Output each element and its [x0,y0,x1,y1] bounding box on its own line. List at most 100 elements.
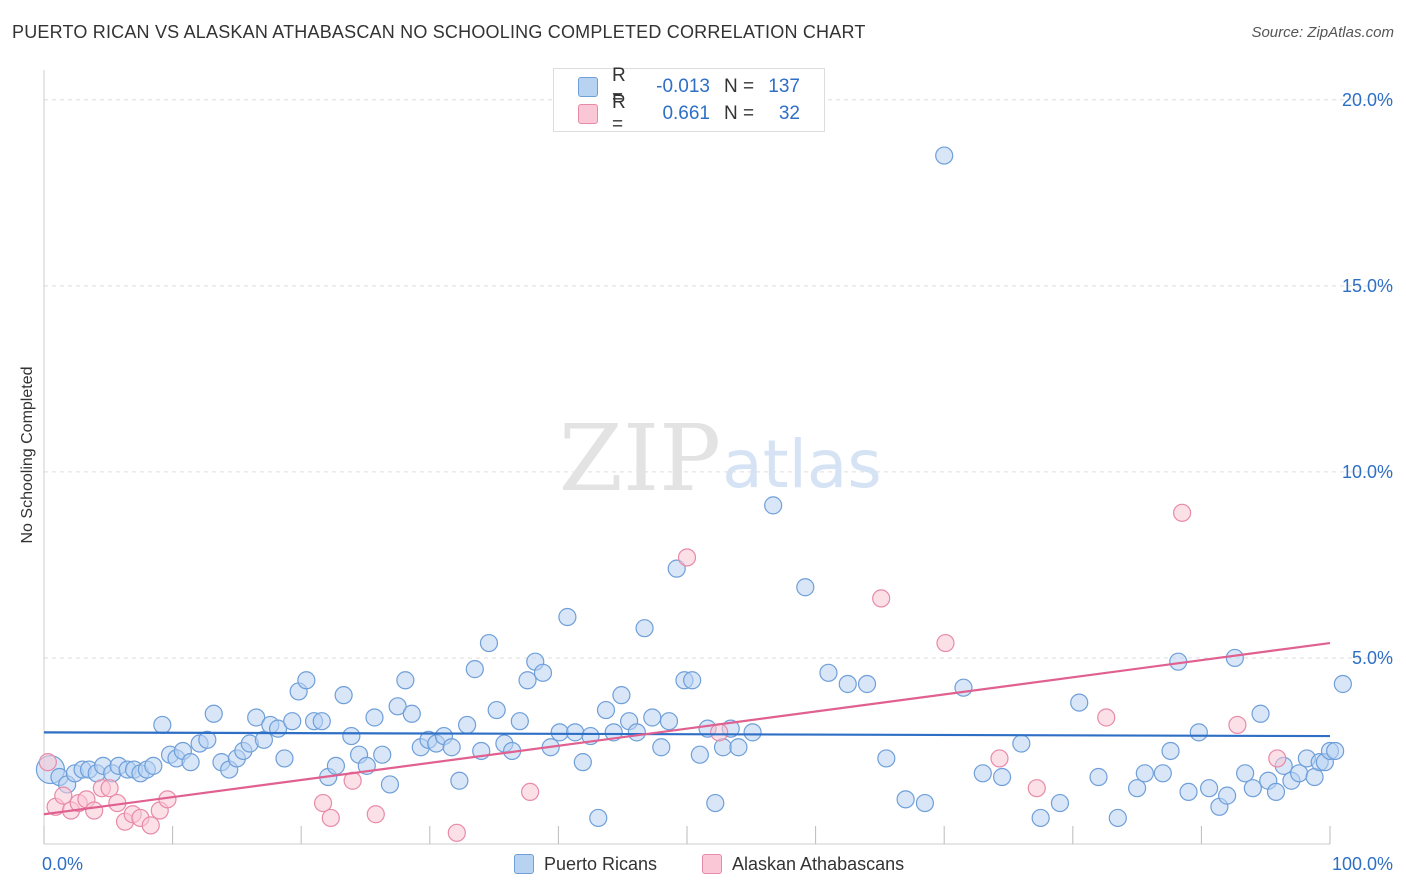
puerto-rican-point [1236,764,1255,783]
puerto-rican-point [819,663,838,682]
axes [43,70,1331,845]
puerto-rican-point [1161,741,1180,761]
puerto-rican-point [1225,648,1244,668]
y-tick-label: 10.0% [1342,462,1393,482]
puerto-rican-point [627,723,646,742]
puerto-rican-point [326,756,346,775]
puerto-rican-point [566,723,585,742]
pink-swatch-icon [578,104,598,124]
puerto-rican-point [573,753,592,772]
alaskan-athabascan-point [1268,749,1287,768]
puerto-rican-point [612,686,631,705]
puerto-rican-point [1070,693,1089,712]
alaskan-athabascan-point [54,786,73,805]
puerto-rican-point [877,749,896,768]
alaskan-athabascan-point [521,782,540,802]
alaskan-athabascan-trend-line [43,641,1331,816]
puerto-rican-point [796,578,815,597]
puerto-rican-point [550,723,569,742]
alaskan-athabascan-point [710,723,729,742]
puerto-rican-point [1012,734,1031,753]
puerto-rican-point [198,730,217,749]
legend-label: Alaskan Athabascans [732,853,905,874]
puerto-rican-point [896,790,915,809]
puerto-rican-point [1326,741,1345,761]
data-points [35,146,1352,842]
stats-row-puerto-ricans: R = -0.013 N = 137 [578,65,800,108]
puerto-rican-point [992,767,1012,787]
alaskan-athabascan-point [1228,715,1247,735]
puerto-rican-point [667,559,686,578]
puerto-rican-point [1050,793,1070,813]
puerto-rican-point [247,708,266,727]
puerto-rican-point [297,671,316,690]
legend-item-alaskan-athabascans[interactable]: Alaskan Athabascans [702,852,904,876]
puerto-rican-point [465,660,484,679]
n-value: 137 [768,76,800,97]
puerto-rican-point [838,674,857,694]
puerto-rican-point [935,146,954,165]
puerto-rican-point [380,775,400,794]
puerto-rican-point [1333,674,1352,694]
stats-row-alaskan-athabascans: R = 0.661 N = 32 [578,92,800,135]
x-tick-label: 0.0% [42,854,83,874]
y-tick-label: 15.0% [1342,276,1393,296]
puerto-rican-point [312,712,331,731]
chart-title: PUERTO RICAN VS ALASKAN ATHABASCAN NO SC… [12,22,866,42]
puerto-rican-point [683,671,702,690]
puerto-rican-point [487,700,506,720]
puerto-rican-trend-line [43,731,1331,738]
puerto-rican-point [334,686,353,705]
puerto-rican-point [1135,764,1154,783]
puerto-rican-point [690,745,709,764]
r-label: R = [612,92,626,135]
puerto-rican-point [1108,808,1127,828]
alaskan-athabascan-point [141,816,160,835]
alaskan-athabascan-point [677,548,697,567]
blue-swatch-icon [514,854,534,874]
alaskan-athabascan-point [447,823,466,842]
puerto-rican-point [643,708,662,727]
puerto-rican-point [479,633,499,653]
grid [44,99,1394,659]
puerto-rican-point [596,700,616,720]
puerto-rican-point [1127,779,1147,798]
alaskan-athabascan-point [321,808,340,828]
puerto-rican-point [450,771,469,790]
puerto-rican-point [635,619,654,638]
legend-item-puerto-ricans[interactable]: Puerto Ricans [514,852,657,876]
puerto-rican-point [589,808,608,828]
puerto-rican-point [365,708,384,727]
puerto-rican-point [915,793,935,813]
puerto-rican-point [604,723,623,742]
puerto-rican-point [457,715,477,735]
y-tick-label: 5.0% [1352,648,1393,668]
watermark-zip: ZIP [559,405,721,512]
puerto-rican-point [764,496,783,515]
alaskan-athabascan-point [1097,708,1116,727]
puerto-rican-point [1218,786,1237,805]
alaskan-athabascan-point [990,749,1009,768]
legend-label: Puerto Ricans [544,853,658,874]
alaskan-athabascan-point [1027,779,1046,798]
blue-swatch-icon [578,77,598,97]
tick-labels: 5.0% 10.0% 15.0% 20.0% 0.0% 100.0% [42,90,1393,874]
puerto-rican-point [652,738,671,757]
puerto-rican-point [729,738,748,757]
puerto-rican-point [1243,779,1262,798]
n-label: N = [724,103,755,124]
r-value: 0.661 [662,103,710,124]
puerto-rican-point [144,756,163,775]
puerto-rican-point [518,671,537,690]
pink-swatch-icon [702,854,722,874]
puerto-rican-point [275,749,294,768]
alaskan-athabascan-point [85,801,104,820]
puerto-rican-point [1153,764,1172,783]
puerto-rican-point [706,793,725,813]
puerto-rican-point [713,738,733,757]
n-label: N = [724,76,755,97]
alaskan-athabascan-point [872,589,891,608]
r-label: R = [612,65,626,108]
puerto-rican-point [373,745,392,764]
